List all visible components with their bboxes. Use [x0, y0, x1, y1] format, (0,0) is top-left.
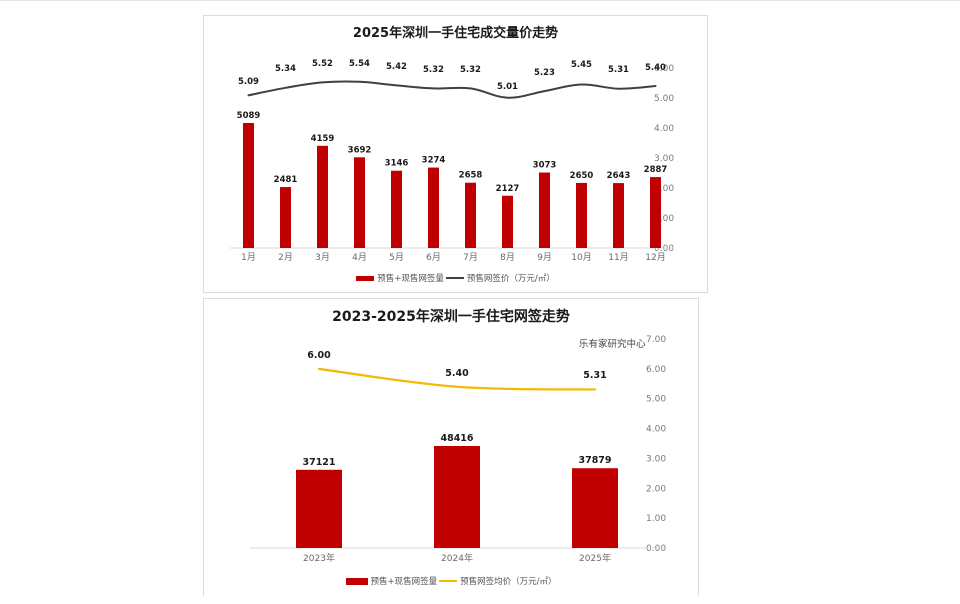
- chart-title: 2023-2025年深圳一手住宅网签走势: [332, 309, 570, 325]
- source-note: 乐有家研究中心: [579, 339, 646, 350]
- bar: [502, 195, 513, 248]
- y-axis-tick: 6.00: [654, 64, 674, 74]
- y-axis-tick: 2.00: [654, 184, 674, 194]
- price-line: [247, 80, 657, 99]
- y-axis-tick: 7.00: [646, 335, 666, 345]
- legend-line-swatch-icon: [445, 277, 464, 279]
- line-value-label: 5.09: [238, 77, 259, 87]
- y-axis-tick: 3.00: [646, 454, 666, 464]
- chart-title: 2025年深圳一手住宅成交量价走势: [352, 26, 559, 41]
- x-axis-label: 4月: [352, 252, 367, 263]
- x-axis-label: 7月: [463, 252, 478, 263]
- x-axis-label: 9月: [537, 252, 552, 263]
- bar-value-label: 2658: [459, 171, 483, 181]
- y-axis-tick: 0.00: [646, 544, 666, 554]
- line-value-label: 5.01: [497, 82, 518, 92]
- line-value-label: 5.23: [534, 68, 555, 78]
- x-axis-label: 2025年: [579, 552, 611, 564]
- legend-line-label: 预售网签价（万元/㎡）: [466, 274, 555, 284]
- line-value-label: 5.40: [645, 63, 666, 73]
- bar-value-label: 3073: [533, 161, 557, 171]
- line-value-label: 5.42: [386, 62, 407, 72]
- bar: [243, 123, 254, 248]
- bar: [465, 182, 476, 248]
- bar: [539, 172, 550, 248]
- x-axis-label: 2月: [278, 252, 293, 263]
- bar: [428, 167, 439, 248]
- x-axis-label: 12月: [645, 252, 665, 263]
- bar-value-label: 3146: [385, 159, 409, 169]
- bar: [280, 187, 291, 248]
- bar: [317, 145, 328, 248]
- bar: [354, 157, 365, 248]
- x-axis-label: 2023年: [303, 552, 335, 564]
- x-axis-label: 8月: [500, 252, 515, 263]
- bar: [434, 446, 480, 548]
- line-value-label: 5.32: [423, 65, 444, 75]
- legend-bar-label: 预售+现售网签量: [377, 274, 444, 284]
- price-line: [317, 367, 597, 391]
- bar-value-label: 2481: [274, 175, 298, 185]
- bar-value-label: 4159: [311, 134, 335, 144]
- bar-value-label: 2650: [570, 171, 594, 181]
- line-value-label: 5.34: [275, 64, 296, 74]
- y-axis-tick: 5.00: [646, 395, 666, 405]
- y-axis-tick: 4.00: [654, 124, 674, 134]
- y-axis-tick: 5.00: [654, 94, 674, 104]
- x-axis-label: 2024年: [441, 552, 473, 564]
- bar: [572, 468, 618, 548]
- bar: [576, 182, 587, 248]
- yearly-volume-price-chart: 2023-2025年深圳一手住宅网签走势 乐有家研究中心 0.00 1.00 2.0…: [203, 298, 699, 596]
- bar: [650, 177, 661, 248]
- y-axis-tick: 4.00: [646, 425, 666, 435]
- line-value-label: 5.31: [608, 65, 629, 75]
- bar-value-label: 2887: [644, 165, 668, 175]
- x-axis-label: 3月: [315, 252, 330, 263]
- chart-plot-area: 0.00 1.00 2.00 3.00 4.00 5.00 6.00 5089 1月 2481 2月…: [230, 59, 674, 263]
- line-value-label: 5.32: [460, 65, 481, 75]
- bar-value-label: 5089: [237, 111, 261, 121]
- x-axis-label: 1月: [241, 252, 256, 263]
- legend-line-label: 预售网签均价（万元/㎡）: [460, 577, 557, 587]
- top-divider: [0, 0, 960, 1]
- y-axis-tick: 6.00: [646, 365, 666, 375]
- x-axis-label: 6月: [426, 252, 441, 263]
- bar-value-label: 2643: [607, 171, 631, 181]
- bar: [391, 170, 402, 248]
- bar-value-label: 3274: [422, 156, 446, 166]
- line-value-label: 5.40: [445, 368, 469, 379]
- x-axis-label: 11月: [608, 252, 628, 263]
- bar-value-label: 2127: [496, 184, 520, 194]
- bar-value-label: 3692: [348, 145, 372, 155]
- line-value-label: 6.00: [307, 350, 331, 361]
- y-axis-tick: 0.00: [654, 244, 674, 254]
- bar-value-label: 37121: [302, 457, 335, 468]
- legend-bar-swatch-icon: [345, 577, 368, 585]
- bar-value-label: 37879: [578, 455, 611, 466]
- bar: [613, 183, 624, 248]
- monthly-volume-price-chart: 2025年深圳一手住宅成交量价走势 0.00 1.00 2.00 3.00 4.00 5.…: [203, 15, 708, 293]
- bar-value-label: 48416: [440, 433, 473, 444]
- x-axis-label: 10月: [571, 252, 591, 263]
- y-axis-tick: 1.00: [654, 214, 674, 224]
- legend-line-swatch-icon: [439, 580, 458, 582]
- legend-bar-label: 预售+现售网签量: [370, 577, 438, 587]
- y-axis-tick: 1.00: [646, 514, 666, 524]
- x-axis-label: 5月: [389, 252, 404, 263]
- y-axis-tick: 3.00: [654, 154, 674, 164]
- legend-bar-swatch-icon: [356, 275, 375, 281]
- line-value-label: 5.31: [583, 370, 606, 381]
- line-value-label: 5.45: [571, 60, 592, 70]
- chart-legend: 预售+现售网签量 预售网签均价（万元/㎡）: [204, 575, 698, 587]
- chart-plot-area: 0.00 1.00 2.00 3.00 4.00 5.00 6.00 7.00 37121 202…: [250, 335, 666, 564]
- chart-legend: 预售+现售网签量 预售网签价（万元/㎡）: [204, 272, 707, 284]
- bar: [296, 469, 342, 548]
- line-value-label: 5.54: [349, 59, 370, 69]
- y-axis-tick: 2.00: [646, 484, 666, 494]
- line-value-label: 5.52: [312, 59, 333, 69]
